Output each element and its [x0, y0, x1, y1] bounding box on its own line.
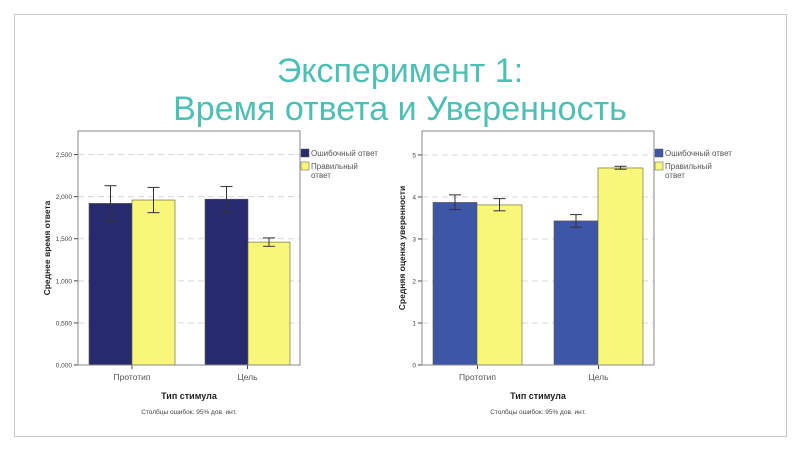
y-tick-label: 2: [412, 278, 416, 285]
legend-label-1: Правильный ответ: [311, 162, 358, 180]
footnote: Столбцы ошибок: 95% дов. инт.: [490, 408, 586, 416]
y-tick-label: 4: [412, 194, 416, 201]
legend-swatch-1: [654, 161, 664, 171]
slide-frame: [14, 14, 787, 437]
y-tick-label: 0: [412, 363, 416, 370]
bar-correct-1: [247, 241, 291, 366]
bar-correct-0: [131, 199, 176, 366]
y-tick-label: 3: [412, 236, 416, 243]
y-axis-label: Среднее время ответа: [42, 200, 52, 295]
slide-title-line2: Время ответа и Уверенность: [173, 90, 627, 128]
legend-swatch-0: [300, 148, 310, 158]
legend-label-0: Ошибочный ответ: [665, 149, 732, 158]
y-tick-label: 0,500: [56, 320, 73, 327]
bar-correct-0: [476, 204, 523, 366]
x-axis-label: Тип стимула: [161, 391, 218, 401]
bar-wrong-0: [432, 202, 478, 366]
plot-frame: [77, 130, 301, 366]
legend-swatch-1: [300, 161, 310, 171]
y-tick-label: 1: [412, 320, 416, 327]
y-tick-label: 1,500: [56, 236, 73, 243]
footnote: Столбцы ошибок: 95% дов. инт.: [141, 408, 237, 416]
x-tick-label: Цель: [588, 372, 609, 382]
y-tick-label: 5: [412, 152, 416, 159]
x-tick-label: Прототип: [459, 372, 496, 382]
y-tick-label: 2,000: [56, 194, 73, 201]
x-tick-label: Прототип: [114, 372, 151, 382]
x-tick-label: Цель: [237, 372, 258, 382]
y-axis-label: Средняя оценка уверенности: [397, 186, 407, 310]
y-tick-label: 0,000: [56, 363, 73, 370]
legend-swatch-0: [654, 148, 664, 158]
y-tick-label: 2,500: [56, 152, 73, 159]
plot-frame: [421, 130, 655, 366]
slide-title-line1: Эксперимент 1:: [276, 52, 524, 90]
bar-wrong-0: [88, 203, 133, 366]
legend-label-0: Ошибочный ответ: [311, 149, 378, 158]
legend-label-1: Правильный ответ: [665, 162, 712, 180]
bar-correct-1: [597, 167, 644, 366]
y-tick-label: 1,000: [56, 278, 73, 285]
x-axis-label: Тип стимула: [510, 391, 567, 401]
bar-wrong-1: [204, 198, 249, 366]
bar-wrong-1: [553, 220, 599, 366]
